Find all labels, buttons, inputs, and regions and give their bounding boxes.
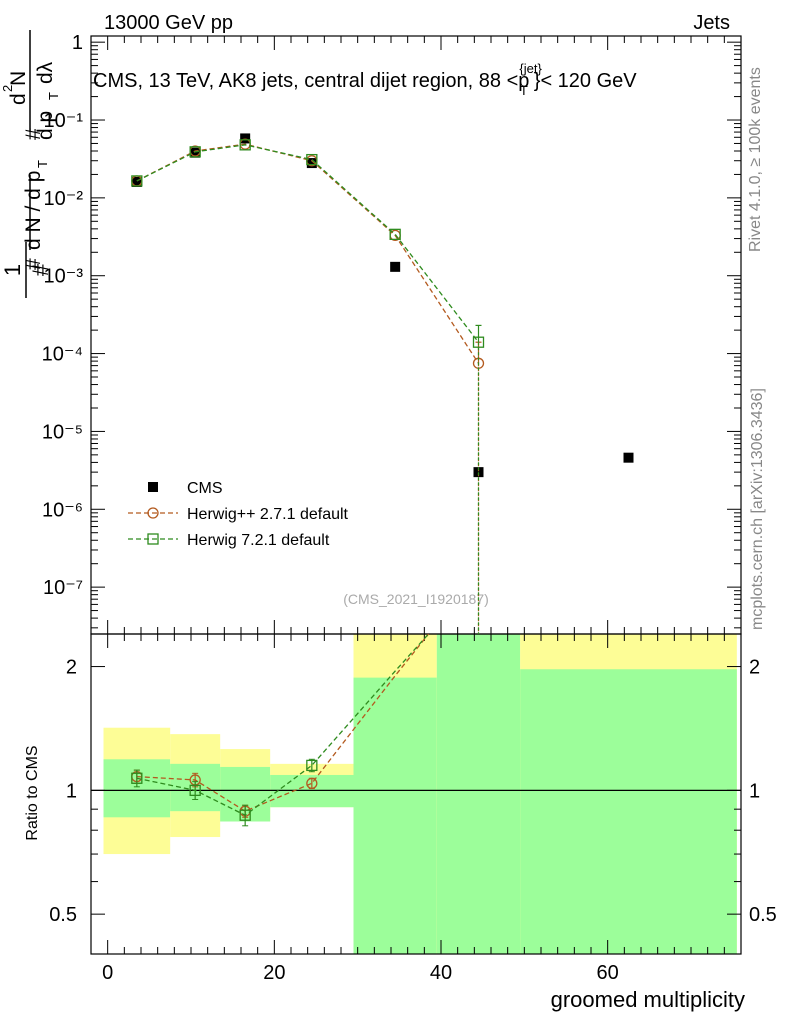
legend-marker xyxy=(148,482,158,492)
legend-label: Herwig++ 2.7.1 default xyxy=(187,506,349,523)
ratio-ytick-label-right: 0.5 xyxy=(749,904,777,926)
data-point xyxy=(131,175,143,187)
main-ytick-label: 10⁻³ xyxy=(44,266,84,288)
band-inner-6 xyxy=(520,669,737,954)
ratio-point xyxy=(239,809,251,821)
xtick-label: 40 xyxy=(430,962,452,984)
y-label-part3: T xyxy=(35,160,50,168)
data-point xyxy=(190,147,201,158)
ratio-point xyxy=(306,777,318,790)
xtick-label: 60 xyxy=(597,962,619,984)
data-point xyxy=(306,153,318,166)
ratio-ytick-label-right: 2 xyxy=(749,657,760,679)
xtick-label: 0 xyxy=(102,962,113,984)
data-point xyxy=(389,228,401,240)
x-axis: 0 20 40 60 xyxy=(102,36,725,984)
y-label-part10: dλ xyxy=(34,61,57,84)
main-ytick-label: 10⁻⁶ xyxy=(42,499,83,521)
ratio-bands xyxy=(103,634,737,954)
ratio-frame xyxy=(90,633,742,955)
svg-text:1: 1 xyxy=(0,264,25,276)
ratio-series-1 xyxy=(131,633,429,827)
mcplots-label: mcplots.cern.ch [arXiv:1306.3436] xyxy=(749,388,766,630)
ratio-y-label: Ratio to CMS xyxy=(24,745,41,840)
data-point xyxy=(390,261,401,272)
band-inner-5 xyxy=(436,634,521,954)
legend-label: Herwig 7.2.1 default xyxy=(187,532,330,549)
main-ytick-label: 10⁻⁴ xyxy=(42,344,83,366)
main-ytick-label: 10⁻¹ xyxy=(44,110,84,132)
ratio-series xyxy=(131,633,430,827)
ratio-point xyxy=(189,784,201,797)
y-label-part2: d N / d p xyxy=(22,171,45,250)
xtick-label: 20 xyxy=(263,962,285,984)
main-ytick-label: 10⁻⁵ xyxy=(42,421,83,443)
legend-marker xyxy=(147,533,159,545)
data-point xyxy=(131,176,142,187)
band-inner-0 xyxy=(103,759,171,818)
y-label-part7: N xyxy=(7,71,30,86)
ratio-ytick-label: 0.5 xyxy=(49,904,77,926)
rivet-label: Rivet 4.1.0, ≥ 100k events xyxy=(747,67,764,252)
series-0 xyxy=(131,133,634,478)
data-point xyxy=(306,158,317,169)
ratio-point xyxy=(131,772,143,784)
y-label-part1: # xyxy=(22,258,45,270)
main-ytick-label: 1 xyxy=(72,32,83,54)
series-2 xyxy=(131,139,485,634)
data-point xyxy=(239,139,251,151)
series-line xyxy=(136,143,480,364)
y-label-part9: T xyxy=(46,92,61,100)
ratio-line xyxy=(136,633,430,812)
analysis-watermark: (CMS_2021_I1920187) xyxy=(343,591,489,607)
ratio-ytick-label-right: 1 xyxy=(749,780,760,802)
legend-marker xyxy=(147,507,159,519)
main-y-axis: 1 10⁻¹ 10⁻² 10⁻³ 10⁻⁴ 10⁻⁵ 10⁻⁶ 10⁻⁷ xyxy=(42,32,741,629)
main-y-axis-label: 1 # xyxy=(0,242,53,298)
legend-label: CMS xyxy=(187,480,223,497)
band-inner-4 xyxy=(353,677,437,954)
svg-text:#: # xyxy=(28,263,53,276)
x-axis-label: groomed multiplicity xyxy=(551,987,745,1012)
ratio-ytick-label: 2 xyxy=(66,657,77,679)
series-1 xyxy=(131,138,485,634)
data-point xyxy=(473,467,484,478)
data-point xyxy=(189,146,201,158)
data-point xyxy=(472,336,485,348)
ratio-ytick-label: 1 xyxy=(66,780,77,802)
y-label-part5: d xyxy=(7,93,30,105)
y-label-part6: 2 xyxy=(0,85,15,92)
y-label-part8: d p xyxy=(34,111,57,140)
ratio-point xyxy=(306,759,318,772)
ratio-y-axis: 0.5 0.5 1 1 2 2 xyxy=(49,657,777,955)
data-point xyxy=(240,133,251,144)
main-ytick-label: 10⁻⁷ xyxy=(43,577,83,599)
series-line xyxy=(136,144,480,343)
plot-title: CMS, 13 TeV, AK8 jets, central dijet reg… xyxy=(93,61,637,98)
beam-label: 13000 GeV pp xyxy=(104,12,233,34)
main-ytick-label: 10⁻² xyxy=(44,188,84,210)
legend: CMS Herwig++ 2.7.1 default Herwig 7.2.1 de… xyxy=(128,480,349,549)
data-point xyxy=(623,452,634,463)
category-label: Jets xyxy=(693,12,730,34)
ratio-line xyxy=(136,633,429,816)
main-series xyxy=(131,133,634,634)
y-label-part4: # xyxy=(22,128,45,140)
